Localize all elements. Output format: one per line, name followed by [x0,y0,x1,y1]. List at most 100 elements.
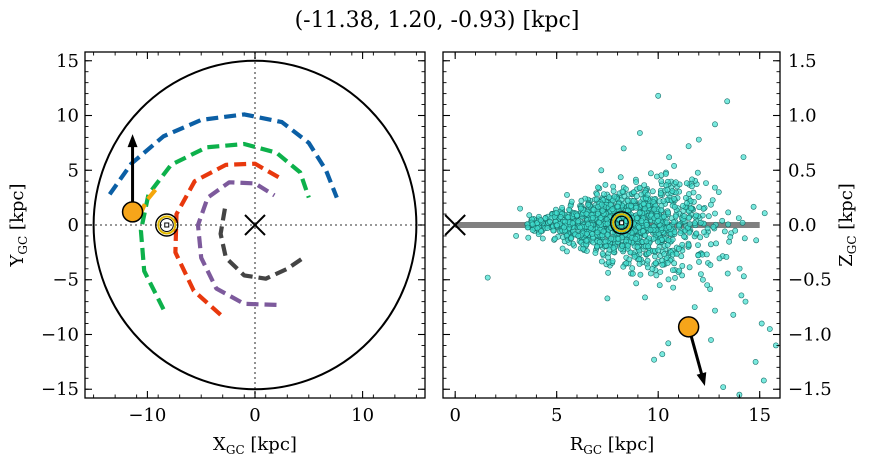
star-point [645,243,651,250]
star-point [633,280,640,287]
star-point [605,269,611,276]
star-point [517,205,523,212]
star-point [675,222,682,229]
star-point [693,212,700,219]
star-points [484,92,779,398]
star-point [685,143,692,150]
star-point [655,92,662,99]
star-point [679,272,685,279]
star-point [657,269,664,275]
galaxy-boundary-circle [92,59,418,391]
star-point [642,232,649,239]
star-point [575,232,582,239]
star-point [654,173,660,180]
star-point [594,191,600,198]
star-point [666,224,672,231]
star-point [695,194,702,200]
star-point [660,198,667,204]
star-point [568,235,575,242]
star-point [564,191,570,198]
spiral-arm [173,161,281,317]
star-point [697,234,704,241]
star-point [553,210,560,216]
star-point [681,233,687,240]
star-point [735,215,742,221]
star-point [686,264,693,271]
star-point [750,203,757,210]
star-point [610,183,617,190]
star-point [651,356,657,363]
star-point [596,239,603,245]
star-point [665,209,671,216]
star-point [550,227,557,234]
x-tick-label: 0 [249,405,260,426]
star-point [654,212,660,219]
star-point [708,337,714,343]
star-point [565,214,572,221]
star-point [688,205,694,212]
star-point [569,220,576,227]
star-point [659,261,666,268]
star-point [716,255,723,262]
star-point [626,256,633,263]
star-point [704,282,711,288]
star-point [720,384,727,390]
star-point [753,237,760,244]
star-point [633,193,640,200]
star-point [709,197,716,203]
spiral-arm [195,180,277,307]
star-point [644,191,651,198]
star-point [742,298,749,305]
star-point [663,170,669,177]
x-tick-label: −10 [128,405,166,426]
galactic-plane-plot-area [85,52,425,398]
sun-marker-center [164,222,170,228]
star-point [704,225,711,232]
star-point [652,260,659,266]
star-point [691,220,698,227]
star-point [649,188,656,195]
star-point [641,205,648,212]
star-point [574,212,580,219]
star-point [539,235,546,242]
star-point [596,219,603,226]
star-point [583,237,590,244]
spiral-arm [218,208,305,281]
x-tick-label: 0 [449,405,460,426]
star-point [589,231,596,237]
star-point [685,242,692,248]
star-point [552,235,558,242]
star-point [634,243,641,250]
star-point [681,213,688,219]
star-point [670,284,677,291]
star-point [632,235,639,242]
star-point [677,230,684,237]
star-point [708,241,714,248]
star-point [606,194,612,201]
star-point [559,204,565,211]
star-point [625,242,631,249]
star-point [741,235,748,242]
star-point [695,136,702,143]
star-point [658,207,665,214]
star-point [578,197,585,204]
star-point [595,210,601,217]
star-point [629,265,636,272]
y-tick-label: −15 [41,379,79,400]
star-point [587,225,594,231]
star-point [651,206,658,213]
star-point [614,203,621,210]
star-point [546,218,553,225]
star-point [689,176,695,183]
star-point [673,250,680,257]
x-tick-label: 15 [748,405,771,426]
star-point [676,267,683,274]
star-point [707,286,713,292]
meridional-y-axis-label: ZGC [kpc] [836,183,859,267]
star-point [679,241,686,248]
star-point [637,271,644,278]
y-tick-label: −10 [41,324,79,345]
star-point [598,258,605,265]
star-point [598,201,605,208]
galactic-plane-y-axis-label: YGC [kpc] [7,184,30,268]
